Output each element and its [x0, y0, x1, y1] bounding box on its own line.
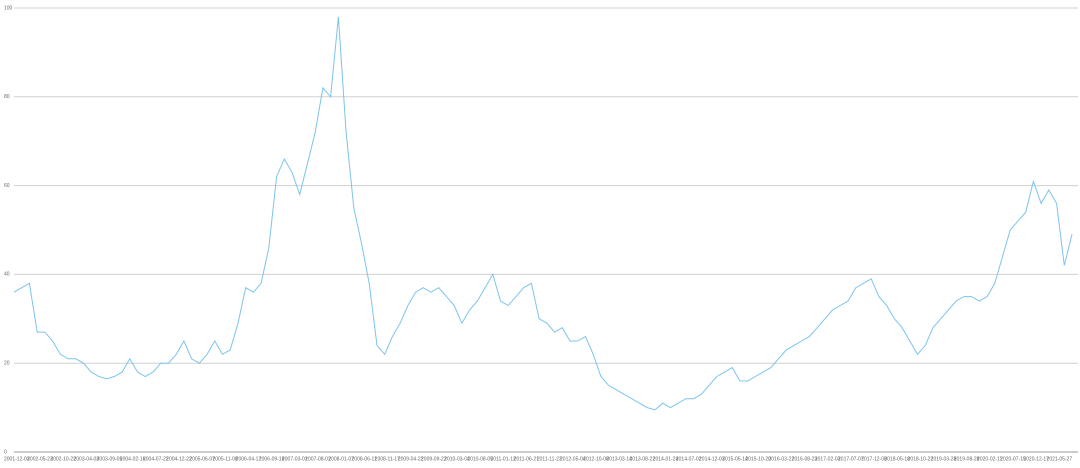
x-tick-label: 2002-05-23: [27, 456, 53, 462]
x-tick-label: 2011-01-12: [491, 456, 516, 462]
x-tick-label: 2006-04-17: [236, 456, 262, 462]
x-tick-label: 2011-11-23: [537, 456, 562, 462]
y-tick-label: 60: [4, 183, 10, 189]
x-tick-label: 2004-07-22: [143, 456, 169, 462]
x-tick-label: 2020-02-11: [977, 456, 1002, 462]
x-tick-label: 2015-05-14: [722, 456, 748, 462]
x-tick-label: 2005-11-08: [213, 456, 238, 462]
x-tick-label: 2007-08-02: [305, 456, 331, 462]
x-tick-label: 2016-03-22: [769, 456, 795, 462]
x-tick-label: 2014-07-02: [676, 456, 702, 462]
data-line: [13, 16, 1073, 411]
x-tick-label: 2014-01-24: [653, 456, 679, 462]
x-tick-label: 2017-07-07: [838, 456, 864, 462]
x-tick-label: 2001-12-03: [4, 456, 30, 462]
x-tick-label: 2018-05-18: [884, 456, 910, 462]
x-tick-label: 2006-09-18: [259, 456, 285, 462]
x-tick-label: 2014-12-03: [699, 456, 725, 462]
x-tick-label: 2019-03-28: [931, 456, 957, 462]
y-tick-label: 80: [4, 94, 10, 100]
x-tick-label: 2017-02-03: [815, 456, 841, 462]
x-tick-label: 2008-11-17: [375, 456, 400, 462]
x-tick-label: 2004-12-22: [166, 456, 192, 462]
x-tick-label: 2008-01-07: [328, 456, 354, 462]
x-tick-label: 2018-10-22: [908, 456, 934, 462]
x-tick-label: 2010-08-05: [467, 456, 493, 462]
x-tick-label: 2012-05-04: [560, 456, 586, 462]
x-tick-label: 2016-08-23: [792, 456, 818, 462]
y-tick-label: 40: [4, 272, 10, 278]
y-tick-label: 20: [4, 361, 10, 367]
x-tick-label: 2019-08-28: [954, 456, 980, 462]
x-tick-label: 2010-03-04: [444, 456, 470, 462]
x-tick-label: 2009-04-22: [398, 456, 424, 462]
x-tick-label: 2013-03-14: [606, 456, 632, 462]
y-tick-label: 100: [4, 5, 13, 11]
x-tick-label: 2012-10-08: [583, 456, 609, 462]
x-tick-label: 2020-12-17: [1023, 456, 1049, 462]
x-tick-label: 2008-06-11: [352, 456, 377, 462]
x-tick-label: 2021-05-27: [1047, 456, 1073, 462]
x-tick-label: 2004-02-16: [120, 456, 146, 462]
x-tick-label: 2007-03-01: [282, 456, 308, 462]
x-tick-label: 2017-12-08: [861, 456, 887, 462]
x-tick-label: 2020-07-15: [1000, 456, 1026, 462]
x-tick-label: 2015-10-20: [745, 456, 771, 462]
x-tick-label: 2005-06-07: [189, 456, 215, 462]
x-tick-label: 2009-09-22: [421, 456, 447, 462]
x-tick-label: 2003-09-05: [97, 456, 123, 462]
x-tick-label: 2003-04-03: [74, 456, 100, 462]
x-tick-label: 2002-10-22: [50, 456, 76, 462]
x-tick-label: 2013-08-22: [630, 456, 656, 462]
x-tick-label: 2011-06-21: [514, 456, 539, 462]
y-tick-label: 0: [4, 449, 7, 455]
